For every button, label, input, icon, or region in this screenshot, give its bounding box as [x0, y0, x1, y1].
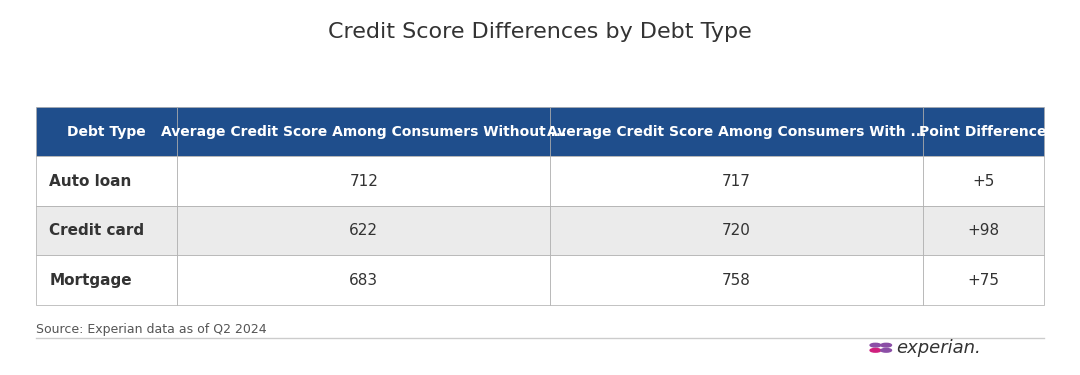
Bar: [177, 107, 550, 156]
Bar: [37, 156, 177, 206]
Bar: [177, 206, 550, 255]
Circle shape: [881, 344, 891, 347]
Text: Debt Type: Debt Type: [67, 124, 146, 139]
Bar: [550, 255, 922, 305]
Text: Point Difference: Point Difference: [919, 124, 1047, 139]
Circle shape: [870, 348, 881, 352]
Text: +5: +5: [972, 174, 995, 189]
Text: +98: +98: [968, 223, 999, 238]
Text: experian.: experian.: [895, 339, 981, 357]
Bar: [177, 255, 550, 305]
Bar: [550, 107, 922, 156]
Text: 720: 720: [723, 223, 751, 238]
Text: 622: 622: [349, 223, 378, 238]
Bar: [177, 156, 550, 206]
Bar: [37, 107, 177, 156]
Text: Mortgage: Mortgage: [50, 273, 132, 288]
Text: Source: Experian data as of Q2 2024: Source: Experian data as of Q2 2024: [37, 323, 267, 336]
Text: Auto loan: Auto loan: [50, 174, 132, 189]
Bar: [922, 107, 1043, 156]
Circle shape: [870, 344, 881, 347]
Bar: [922, 206, 1043, 255]
Bar: [922, 255, 1043, 305]
Bar: [922, 156, 1043, 206]
Text: Average Credit Score Among Consumers With ...: Average Credit Score Among Consumers Wit…: [546, 124, 926, 139]
Text: +75: +75: [968, 273, 999, 288]
Text: Average Credit Score Among Consumers Without ...: Average Credit Score Among Consumers Wit…: [161, 124, 566, 139]
Text: Credit card: Credit card: [50, 223, 145, 238]
Bar: [37, 255, 177, 305]
Text: 717: 717: [723, 174, 751, 189]
Circle shape: [881, 348, 891, 352]
Bar: [37, 206, 177, 255]
Text: 683: 683: [349, 273, 378, 288]
Bar: [550, 206, 922, 255]
Text: Credit Score Differences by Debt Type: Credit Score Differences by Debt Type: [328, 22, 752, 42]
Bar: [550, 156, 922, 206]
Text: 758: 758: [723, 273, 751, 288]
Text: 712: 712: [349, 174, 378, 189]
